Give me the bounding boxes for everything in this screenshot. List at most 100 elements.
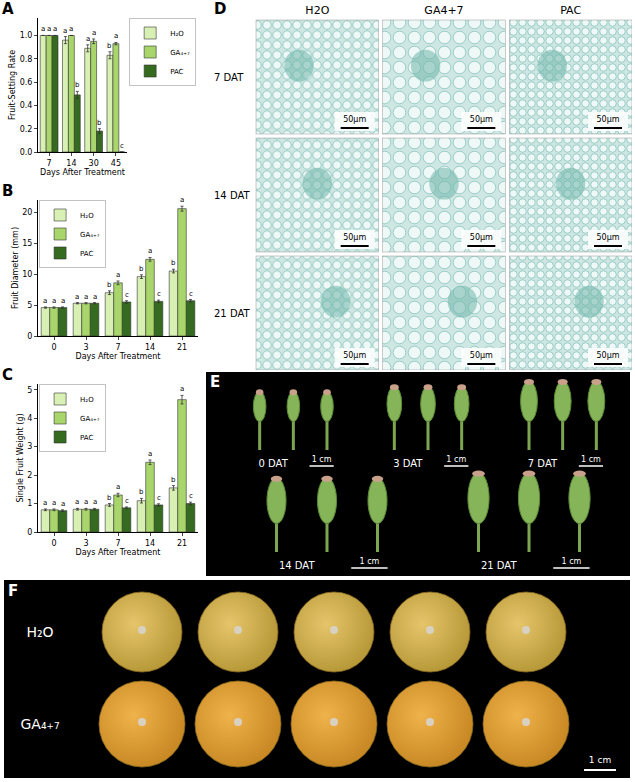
svg-text:GA₄₊₇: GA₄₊₇	[80, 231, 100, 239]
svg-text:D: D	[214, 0, 226, 18]
svg-text:a: a	[61, 500, 65, 508]
svg-text:21 DAT: 21 DAT	[481, 560, 517, 571]
svg-text:b: b	[107, 42, 112, 50]
svg-text:GA₄₊₇: GA₄₊₇	[20, 716, 59, 732]
svg-text:14: 14	[145, 539, 155, 548]
svg-text:a: a	[61, 297, 65, 305]
svg-text:GA₄₊₇: GA₄₊₇	[170, 49, 190, 57]
svg-text:0: 0	[27, 332, 32, 341]
svg-text:a: a	[52, 297, 56, 305]
svg-text:50μm: 50μm	[596, 233, 619, 242]
svg-text:a: a	[84, 498, 88, 506]
svg-text:a: a	[148, 450, 152, 458]
svg-text:a: a	[93, 498, 97, 506]
svg-text:Fruit Diameter (mm): Fruit Diameter (mm)	[11, 227, 20, 309]
svg-text:a: a	[75, 498, 79, 506]
svg-text:Days After Treatment: Days After Treatment	[76, 548, 161, 557]
svg-text:1: 1	[27, 499, 32, 508]
svg-text:a: a	[43, 499, 47, 507]
svg-text:3: 3	[27, 442, 32, 451]
svg-text:a: a	[148, 247, 152, 255]
svg-text:14: 14	[66, 159, 76, 168]
svg-text:a: a	[114, 32, 118, 40]
svg-text:0: 0	[51, 343, 56, 352]
svg-text:a: a	[180, 196, 184, 204]
svg-text:5: 5	[27, 301, 32, 310]
svg-text:Days After Treatment: Days After Treatment	[40, 168, 125, 177]
svg-text:7 DAT: 7 DAT	[528, 458, 558, 469]
svg-text:a: a	[116, 483, 120, 491]
svg-text:3: 3	[83, 343, 88, 352]
svg-text:a: a	[53, 25, 57, 33]
svg-text:4: 4	[27, 414, 32, 423]
svg-text:0.6: 0.6	[20, 78, 33, 87]
svg-text:1 cm: 1 cm	[446, 455, 466, 464]
svg-text:50μm: 50μm	[343, 115, 366, 124]
svg-text:b: b	[75, 81, 80, 89]
svg-text:a: a	[52, 499, 56, 507]
svg-text:20: 20	[22, 208, 32, 217]
svg-text:c: c	[157, 290, 161, 298]
svg-text:1 cm: 1 cm	[312, 455, 332, 464]
svg-text:0: 0	[51, 539, 56, 548]
svg-text:7: 7	[115, 539, 120, 548]
svg-text:b: b	[107, 494, 112, 502]
svg-text:a: a	[43, 297, 47, 305]
svg-text:3: 3	[83, 539, 88, 548]
svg-text:a: a	[84, 293, 88, 301]
svg-text:21 DAT: 21 DAT	[214, 308, 250, 319]
svg-text:Days After Treatment: Days After Treatment	[76, 352, 161, 361]
svg-text:H₂O: H₂O	[170, 30, 184, 38]
svg-text:a: a	[47, 25, 51, 33]
svg-text:7 DAT: 7 DAT	[214, 72, 244, 83]
svg-text:14: 14	[145, 343, 155, 352]
svg-text:0.4: 0.4	[20, 101, 33, 110]
svg-text:a: a	[116, 271, 120, 279]
svg-text:c: c	[120, 142, 124, 150]
svg-text:1 cm: 1 cm	[589, 755, 611, 765]
svg-text:PAC: PAC	[170, 68, 183, 76]
svg-text:Single Fruit Weight (g): Single Fruit Weight (g)	[16, 413, 25, 502]
svg-text:H₂O: H₂O	[26, 624, 53, 640]
svg-text:c: c	[189, 492, 193, 500]
svg-text:F: F	[8, 582, 18, 600]
svg-text:a: a	[93, 293, 97, 301]
svg-text:a: a	[75, 293, 79, 301]
svg-text:45: 45	[111, 159, 121, 168]
svg-text:b: b	[107, 281, 112, 289]
svg-text:H2O: H2O	[305, 4, 329, 17]
svg-text:7: 7	[115, 343, 120, 352]
svg-text:50μm: 50μm	[470, 351, 493, 360]
svg-text:a: a	[86, 35, 90, 43]
svg-text:a: a	[41, 25, 45, 33]
svg-text:14 DAT: 14 DAT	[279, 560, 315, 571]
svg-text:2: 2	[27, 471, 32, 480]
svg-text:5: 5	[27, 385, 32, 394]
svg-text:GA4+7: GA4+7	[424, 4, 463, 17]
svg-text:a: a	[180, 385, 184, 393]
svg-text:b: b	[171, 476, 176, 484]
svg-text:E: E	[210, 373, 220, 391]
svg-text:7: 7	[47, 159, 52, 168]
svg-text:1 cm: 1 cm	[562, 557, 582, 566]
svg-text:H₂O: H₂O	[80, 396, 94, 404]
svg-text:1 cm: 1 cm	[360, 557, 380, 566]
svg-text:PAC: PAC	[80, 434, 93, 442]
svg-text:b: b	[171, 259, 176, 267]
svg-text:0 DAT: 0 DAT	[259, 458, 289, 469]
svg-text:PAC: PAC	[560, 4, 581, 17]
svg-text:b: b	[139, 488, 144, 496]
svg-text:50μm: 50μm	[343, 233, 366, 242]
svg-text:50μm: 50μm	[470, 115, 493, 124]
svg-text:0.2: 0.2	[20, 125, 33, 134]
svg-text:b: b	[139, 265, 144, 273]
svg-text:1.0: 1.0	[20, 31, 33, 40]
svg-text:14 DAT: 14 DAT	[214, 190, 250, 201]
svg-text:a: a	[69, 25, 73, 33]
svg-text:0: 0	[27, 528, 32, 537]
svg-text:21: 21	[177, 343, 187, 352]
svg-text:c: c	[157, 494, 161, 502]
svg-text:21: 21	[177, 539, 187, 548]
svg-text:b: b	[97, 119, 102, 127]
svg-text:0.8: 0.8	[20, 55, 33, 64]
